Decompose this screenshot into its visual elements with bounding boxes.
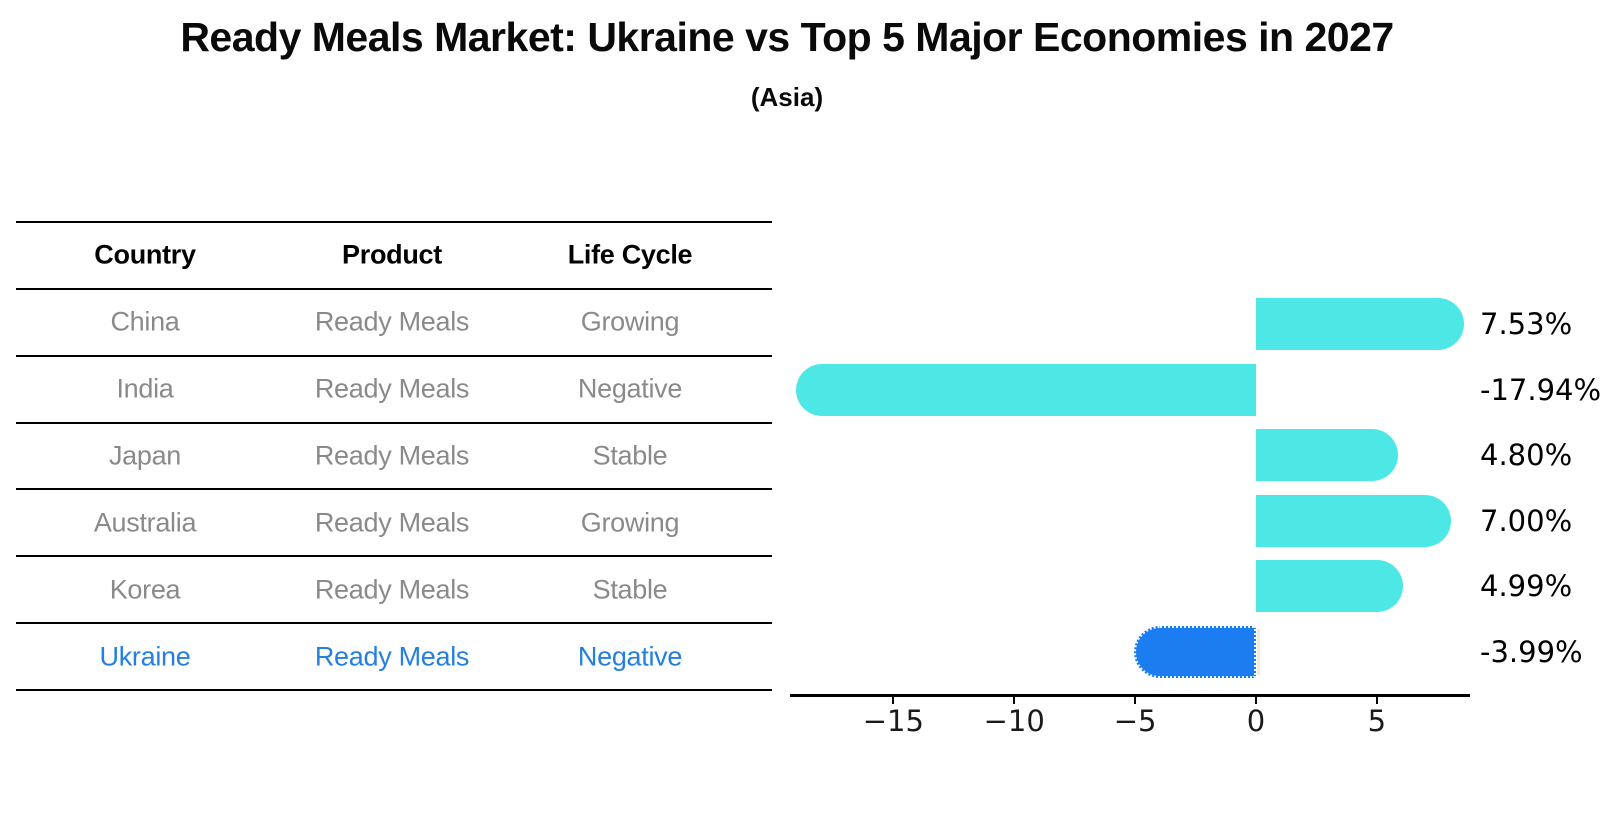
x-axis-tick-label: −5: [1113, 704, 1157, 738]
x-axis-tick: [1013, 697, 1016, 704]
value-label-ukraine: -3.99%: [1480, 634, 1583, 669]
value-label-australia: 7.00%: [1480, 503, 1573, 538]
table-rule: [16, 689, 772, 691]
chart-subtitle: (Asia): [750, 82, 824, 112]
bar-ukraine: [1133, 625, 1256, 678]
highlight-bar-edge: [1257, 628, 1260, 675]
x-axis-line: [790, 694, 1470, 697]
table-rule: [16, 221, 772, 223]
table-cell-country: Japan: [108, 440, 182, 471]
value-label-korea: 4.99%: [1480, 569, 1573, 603]
table-rule: [16, 622, 772, 625]
bar-korea: [1256, 560, 1403, 612]
bar-india: [796, 363, 1256, 416]
table-rule: [16, 555, 772, 558]
x-axis-tick: [892, 697, 895, 704]
table-header-life_cycle: Life Cycle: [567, 239, 693, 270]
table-rule: [16, 354, 772, 357]
table-cell-country: India: [116, 373, 174, 404]
chart-title: Ready Meals Market: Ukraine vs Top 5 Maj…: [180, 14, 1394, 60]
table-cell-product: Ready Meals: [314, 641, 470, 672]
value-label-japan: 4.80%: [1480, 438, 1573, 472]
table-cell-product: Ready Meals: [314, 440, 470, 471]
table-cell-country: China: [110, 306, 180, 337]
table-rule: [16, 421, 772, 424]
bar-australia: [1256, 494, 1452, 547]
bar-china: [1256, 298, 1465, 350]
x-axis-tick-label: 5: [1367, 704, 1387, 738]
table-cell-product: Ready Meals: [314, 574, 470, 605]
table-header-country: Country: [94, 239, 196, 270]
table-cell-life_cycle: Stable: [592, 440, 668, 471]
table-cell-life_cycle: Stable: [592, 574, 668, 605]
table-rule: [16, 287, 772, 290]
table-cell-life_cycle: Growing: [580, 306, 680, 337]
x-axis-tick-label: −10: [983, 704, 1045, 738]
x-axis-tick: [1134, 697, 1137, 704]
value-label-china: 7.53%: [1480, 307, 1573, 341]
table-header-product: Product: [342, 239, 442, 270]
table-cell-country: Australia: [93, 507, 197, 538]
table-cell-life_cycle: Growing: [580, 507, 680, 538]
bar-japan: [1256, 429, 1399, 481]
table-rule: [16, 488, 772, 491]
table-cell-product: Ready Meals: [314, 306, 470, 337]
x-axis-tick: [1375, 697, 1378, 704]
table-cell-country: Ukraine: [99, 641, 191, 672]
x-axis-tick-label: 0: [1246, 704, 1266, 738]
table-cell-life_cycle: Negative: [577, 373, 683, 404]
table-cell-product: Ready Meals: [314, 373, 470, 404]
x-axis-tick: [1255, 697, 1257, 704]
table-cell-life_cycle: Negative: [577, 641, 683, 672]
table-cell-product: Ready Meals: [314, 507, 470, 538]
value-label-india: -17.94%: [1480, 372, 1602, 407]
x-axis-tick-label: −15: [862, 704, 924, 738]
table-cell-country: Korea: [109, 574, 181, 605]
